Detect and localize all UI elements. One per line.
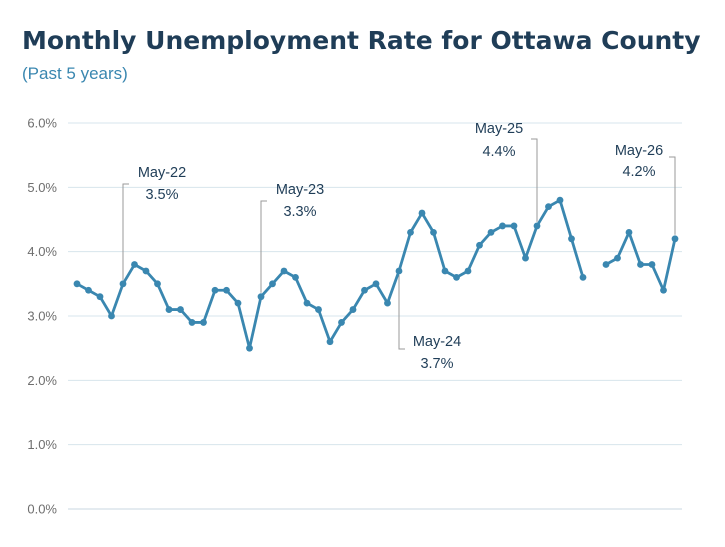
data-point [154,280,161,288]
annotations: May-22 3.5% May-23 3.3% May-24 3.7% May-25 4.4%… [138,121,663,372]
data-point [234,299,242,307]
annotation-value-label: 4.2% [622,164,655,180]
data-point [499,222,506,230]
data-point [533,222,541,230]
data-point [96,293,104,301]
data-point [545,203,552,211]
annotation-value-label: 4.4% [482,144,515,160]
data-point [177,306,184,313]
annotation-date-label: May-25 [475,121,523,137]
data-point [556,196,564,204]
data-point [579,274,587,281]
data-point [476,241,483,249]
y-tick-label: 3.0% [27,309,57,324]
data-point [395,267,403,275]
data-point [119,280,127,288]
annotation-value-label: 3.5% [145,187,178,203]
annotation-date-label: May-22 [138,165,186,181]
annotation-leader-line [398,274,405,350]
y-tick-label: 5.0% [27,180,57,195]
data-point [85,286,92,294]
data-point [315,306,322,313]
data-point [660,286,667,294]
data-point [625,228,633,236]
annotation-leader-line [669,156,676,235]
data-point [349,306,357,313]
data-point [108,312,115,320]
annotation-date-label: May-24 [413,334,461,350]
data-point [487,228,495,236]
annotation-leader-line [122,183,129,280]
annotation-leader-line [531,138,538,222]
y-tick-label: 0.0% [27,502,57,517]
y-tick-label: 2.0% [27,373,57,388]
data-point [418,209,426,217]
data-point [648,261,656,268]
data-point [464,267,472,275]
data-point [280,267,288,275]
y-tick-label: 1.0% [27,437,57,452]
data-points [73,196,679,352]
data-point [223,286,230,294]
data-point [430,228,437,236]
series-line-layer [75,198,677,350]
data-point [326,338,334,346]
y-tick-label: 4.0% [27,244,57,259]
annotation-date-label: May-26 [615,143,663,159]
data-point [671,235,679,243]
data-point [211,286,219,294]
data-point [453,274,460,281]
data-point [142,267,150,275]
data-point [407,228,414,236]
data-point [269,280,276,288]
data-point [384,299,391,307]
data-point [257,293,265,301]
data-point [372,280,380,288]
data-point [602,261,610,268]
data-point [568,235,575,243]
annotation-leader-lines [122,138,676,350]
annotation-leader-line [260,200,267,293]
annotation-value-label: 3.3% [283,204,316,220]
data-point [246,344,253,352]
data-point [165,306,173,313]
series-line [75,198,677,350]
annotation-value-label: 3.7% [420,356,453,372]
data-point [338,319,345,326]
data-point [73,280,81,288]
gridlines [68,122,682,510]
data-point [200,319,207,326]
data-point [303,299,311,307]
data-point [510,222,518,230]
y-tick-label: 6.0% [27,116,57,131]
data-point [637,261,644,268]
annotation-date-label: May-23 [276,182,324,198]
chart-title: Monthly Unemployment Rate for Ottawa Cou… [22,26,701,55]
data-point [188,319,196,326]
y-axis-tick-labels: 0.0% 1.0% 2.0% 3.0% 4.0% 5.0% 6.0% [27,116,57,517]
chart-subtitle: (Past 5 years) [22,64,128,83]
data-point [614,254,621,262]
data-point [361,286,368,294]
data-point [522,254,529,262]
data-point [131,261,138,268]
data-point [441,267,449,275]
data-point [292,274,299,281]
